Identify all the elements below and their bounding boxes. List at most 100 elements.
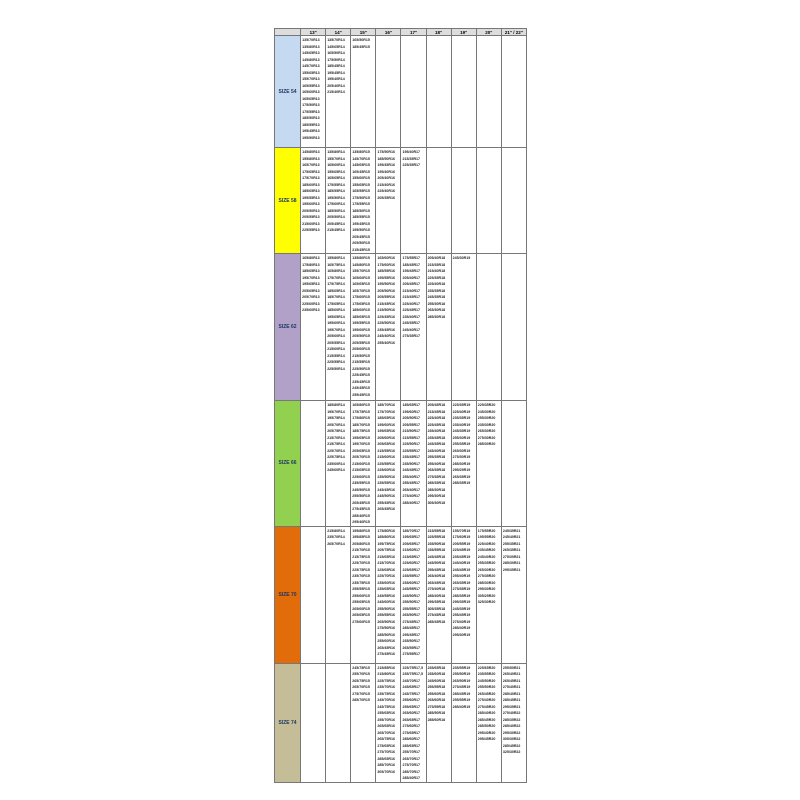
tire-size: 265/70R15 bbox=[352, 685, 370, 689]
tire-size: 205/55R17 bbox=[402, 422, 421, 427]
size-cell: 155/80R14 165/75R14 165/80R14 175/70R14 175/… bbox=[325, 253, 352, 401]
tire-size: 255/30R20 bbox=[477, 416, 496, 420]
tire-size: 275/35R20 bbox=[477, 574, 496, 578]
tire-size: 215/45R17 bbox=[402, 295, 421, 299]
tire-size: 195/40R17 bbox=[402, 150, 421, 154]
tire-size: 215/40R17 bbox=[402, 288, 421, 293]
size-cell bbox=[475, 147, 502, 254]
tire-size: 165/45R15 bbox=[352, 169, 370, 174]
tire-size: 165/50R15 bbox=[352, 38, 370, 42]
tire-size: 275/30R21 bbox=[502, 554, 521, 559]
tire-size: 215/45R18 bbox=[427, 409, 446, 414]
tire-size: 175/80R15 bbox=[352, 416, 370, 420]
tire-size: 235/70R14 bbox=[327, 535, 345, 539]
tire-size: 245/40R21 bbox=[502, 535, 521, 539]
tire-size: 265/30R20 bbox=[477, 567, 496, 572]
tire-size: 235/55R16 bbox=[377, 481, 395, 485]
tire-size: 265/40R17 bbox=[402, 487, 421, 492]
tire-size: 235/40R18 bbox=[427, 429, 446, 433]
tire-size: 285/35R22 bbox=[502, 717, 521, 722]
tire-size: 275/40R18 bbox=[427, 587, 446, 591]
tire-size: 165/55R13 bbox=[302, 83, 320, 88]
tire-size: 295/35R21 bbox=[502, 704, 521, 709]
tire-size: 285/45R21 bbox=[502, 698, 521, 702]
tire-size: 155/70R19 bbox=[452, 528, 471, 533]
tire-size: 185/50R14 bbox=[327, 208, 345, 213]
tire-size: 215/35R17 bbox=[402, 156, 421, 161]
tire-size: 225/70R14 bbox=[327, 448, 345, 453]
tire-size: 255/35R21 bbox=[502, 541, 521, 546]
tire-size: 255/30R19 bbox=[452, 435, 471, 440]
tire-size: 265/35R18 bbox=[427, 468, 446, 472]
tire-size: 135/80R14 bbox=[327, 150, 345, 154]
tire-size: 275/40R17 bbox=[402, 494, 421, 498]
size-label: SIZE 66 bbox=[273, 400, 302, 527]
tire-size: 195/50R14 bbox=[327, 195, 345, 200]
tire-size: 285/40R15 bbox=[352, 513, 370, 518]
tire-size: 215/70R16 bbox=[377, 561, 395, 565]
column-header: 15" bbox=[350, 28, 377, 36]
tire-size: 245/50R17 bbox=[402, 593, 421, 598]
tire-size: 225/40R18 bbox=[427, 416, 446, 420]
tire-size: 235/75R17,5 bbox=[402, 672, 424, 676]
tire-size: 295/35R19 bbox=[452, 600, 471, 604]
tire-size: 235/60R14 bbox=[327, 461, 345, 466]
tire-size: 255/35R20 bbox=[477, 561, 496, 565]
tire-size: 235/65R18 bbox=[427, 665, 446, 670]
tire-size: 215/80R16 bbox=[377, 672, 395, 676]
tire-size: 295/40R20 bbox=[477, 730, 496, 735]
tire-size: 225/45R18 bbox=[427, 422, 446, 427]
tire-size: 295/45R17 bbox=[402, 632, 421, 637]
tire-size: 275/65R16 bbox=[377, 743, 395, 748]
tire-size: 195/55R20 bbox=[477, 535, 496, 539]
tire-size: 245/40R20 bbox=[477, 554, 496, 559]
size-cell: 175/55R20 195/55R20 225/40R20 235/45R20 245/… bbox=[475, 525, 502, 664]
tire-size: 255/45R15 bbox=[352, 392, 370, 397]
tire-size: 215/35R18 bbox=[427, 262, 446, 267]
tire-size: 175/55R20 bbox=[477, 528, 496, 533]
size-cell bbox=[300, 662, 327, 783]
tire-size: 135/70R13 bbox=[302, 38, 320, 42]
tire-size: 205/45R18 bbox=[427, 403, 446, 407]
tire-size: 225/55R13 bbox=[302, 228, 320, 232]
tire-size: 225/35R19 bbox=[452, 403, 471, 407]
tire-size: 225/75R17,5 bbox=[402, 665, 424, 670]
tire-size: 215/40R14 bbox=[327, 90, 345, 94]
tire-size: 255/65R17 bbox=[402, 704, 421, 709]
tire-size: 295/35R21 bbox=[502, 567, 521, 572]
tire-size: 245/35R19 bbox=[452, 606, 471, 611]
tire-size: 245/45R15 bbox=[352, 386, 370, 390]
tire-size: 305/30R18 bbox=[427, 500, 446, 505]
tire-size: 195/60R14 bbox=[327, 321, 345, 325]
tire-size: 225/75R16 bbox=[377, 678, 395, 683]
column-header: 19" bbox=[450, 28, 477, 36]
tire-size: 205/65R13 bbox=[302, 288, 320, 293]
size-row: SIZE 58 145/80R13 155/80R13 165/70R13 175/65… bbox=[273, 147, 528, 254]
tire-size: 265/45R15 bbox=[352, 500, 370, 505]
tire-size: 215/70R15 bbox=[352, 548, 370, 552]
tire-size: 235/45R20 bbox=[477, 548, 496, 552]
tire-size: 245/45R19 bbox=[452, 567, 471, 572]
tire-size: 235/60R13 bbox=[302, 308, 320, 312]
size-cell bbox=[450, 35, 477, 148]
tire-size: 245/75R17 bbox=[402, 691, 421, 696]
size-cell: 195/40R17 215/35R17 225/35R17 bbox=[400, 147, 427, 254]
tire-size: 225/60R17 bbox=[402, 561, 421, 565]
tire-size: 245/35R18 bbox=[427, 442, 446, 446]
size-cell: 165/50R15 185/45R15 bbox=[350, 35, 377, 148]
tire-size: 135/80R15 bbox=[352, 256, 370, 260]
size-cell bbox=[325, 662, 352, 783]
column-header: 21" / 22" bbox=[500, 28, 528, 36]
tire-size: 165/65R13 bbox=[302, 96, 320, 101]
tire-size: 255/70R16 bbox=[377, 717, 395, 722]
tire-size: 205/50R15 bbox=[352, 241, 370, 245]
tire-size: 185/70R17 bbox=[402, 528, 421, 533]
size-cell: 175/80R16 185/80R16 195/75R16 205/75R16 215/… bbox=[375, 525, 402, 664]
tire-size: 265/65R15 bbox=[352, 613, 370, 617]
tire-size: 245/45R17 bbox=[402, 468, 421, 472]
size-cell: 245/75R15 255/70R15 265/75R15 265/70R15 275/… bbox=[350, 662, 377, 783]
tire-size: 215/40R16 bbox=[377, 182, 395, 187]
tire-size: 175/55R14 bbox=[327, 182, 345, 187]
tire-size: 265/35R19 bbox=[452, 474, 471, 479]
tire-size: 205/65R17 bbox=[402, 541, 421, 546]
